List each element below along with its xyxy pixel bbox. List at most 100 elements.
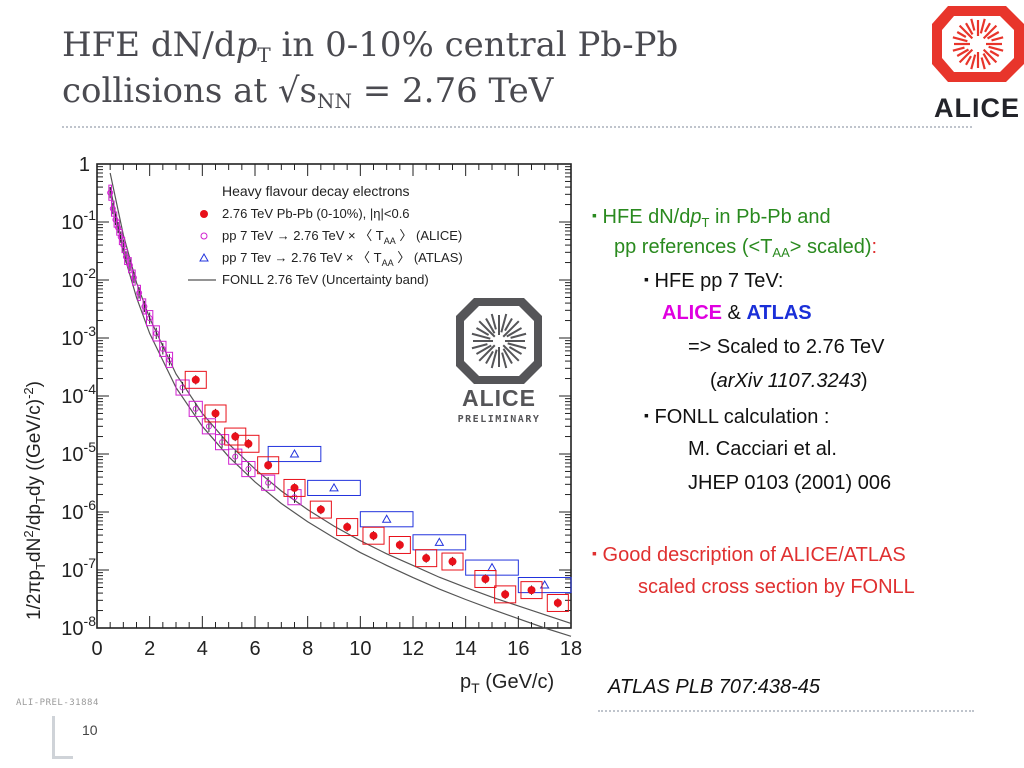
alice-logo: ALICE — [932, 6, 1024, 122]
y-axis-label: 1/2πpTdN2/dpTdy ((GeV/c)-2) — [21, 381, 48, 620]
atlas-series — [267, 445, 572, 594]
alice-pp-syst-box — [228, 448, 243, 465]
legend-entry-atlas: pp 7 Tev → 2.76 TeV × 〈 TAA 〉 (ATLAS) — [222, 250, 463, 268]
fonll-lower-curve — [109, 186, 572, 637]
x-axis-label: pT (GeV/c) — [460, 671, 554, 696]
pbpb-point — [422, 554, 431, 563]
preliminary-label: PRELIMINARY — [458, 414, 541, 425]
pbpb-syst-box — [184, 370, 207, 389]
alice-logo-icon — [932, 6, 1024, 82]
bullet-3-ref-authors: M. Cacciari et al. — [688, 438, 837, 460]
alice-pp-point — [291, 494, 298, 501]
bullet-4-line-1: ▪ Good description of ALICE/ATLAS — [592, 544, 906, 566]
preliminary-logo-text: ALICE — [462, 385, 536, 411]
y-tick-label: 1 — [79, 154, 90, 176]
legend-marker-alice — [200, 232, 208, 240]
pbpb-syst-box — [415, 549, 438, 568]
x-tick-label: 14 — [455, 638, 477, 660]
pbpb-point — [316, 505, 325, 514]
axis-ticks — [96, 163, 572, 629]
atlas-point — [434, 537, 445, 546]
atlas-reference: ATLAS PLB 707:438-45 — [608, 676, 820, 698]
alice-pp-point — [141, 303, 148, 310]
alice-pp-point — [192, 405, 199, 412]
alice-pp-point — [146, 315, 153, 322]
pbpb-syst-box — [224, 427, 247, 446]
title-line-2: collisions at √sNN = 2.76 TeV — [62, 71, 554, 113]
pbpb-point — [290, 483, 299, 492]
bullet-4-line-2: scaled cross section by FONLL — [638, 576, 915, 598]
y-tick-label: 10-6 — [61, 497, 96, 524]
alice-pp-syst-box — [215, 434, 230, 451]
alice-pp-point — [126, 262, 133, 269]
pbpb-syst-box — [257, 456, 280, 475]
alice-pp-point — [130, 274, 137, 281]
bullet-2-scaled: => Scaled to 2.76 TeV — [688, 336, 885, 358]
chart-legend: Heavy flavour decay electrons 2.76 TeV P… — [188, 183, 463, 287]
atlas-syst-box — [412, 534, 467, 551]
x-tick-label: 4 — [197, 638, 208, 660]
pbpb-point — [231, 432, 240, 441]
alice-pp-syst-box — [110, 200, 115, 217]
pbpb-syst-box — [474, 570, 497, 588]
x-tick-label: 6 — [249, 638, 260, 660]
legend-marker-atlas — [199, 252, 209, 262]
alice-pp-series — [107, 184, 302, 506]
alice-pp-syst-box — [132, 269, 136, 286]
legend-header: Heavy flavour decay electrons — [222, 183, 410, 199]
x-tick-label: 0 — [91, 638, 102, 660]
title-line-1: HFE dN/dpT in 0-10% central Pb-Pb — [62, 25, 679, 67]
atlas-point — [539, 580, 550, 589]
alice-pp-syst-box — [261, 474, 276, 491]
alice-pp-point — [109, 205, 116, 212]
preliminary-tag: ALI-PREL-31884 — [16, 698, 99, 708]
pbpb-point — [343, 523, 352, 532]
pbpb-point — [395, 540, 404, 549]
alice-pp-syst-box — [159, 340, 167, 357]
alice-pp-syst-box — [241, 460, 256, 478]
pbpb-point — [448, 557, 457, 566]
bullet-2-experiments: ALICE & ATLAS — [662, 302, 812, 324]
alice-pp-syst-box — [152, 325, 160, 342]
atlas-syst-box — [465, 559, 519, 576]
pbpb-point — [553, 598, 562, 607]
atlas-point — [289, 448, 300, 458]
legend-entry-pbpb: 2.76 TeV Pb-Pb (0-10%), |η|<0.6 — [222, 206, 410, 221]
pbpb-series — [184, 370, 569, 612]
alice-pp-point — [232, 453, 239, 460]
pbpb-point — [264, 461, 273, 470]
alice-pp-point — [166, 356, 173, 363]
alice-preliminary-logo: ALICE PRELIMINARY — [456, 298, 542, 425]
atlas-syst-box — [267, 445, 322, 463]
pbpb-point — [481, 574, 490, 583]
alice-pp-point — [122, 253, 129, 260]
bullet-2: ▪ HFE pp 7 TeV: — [644, 270, 784, 292]
atlas-point — [329, 482, 339, 492]
x-tick-label: 12 — [402, 638, 424, 660]
bullet-3-ref-journal: JHEP 0103 (2001) 006 — [688, 472, 892, 494]
pbpb-point — [369, 531, 378, 540]
pbpb-syst-box — [309, 500, 332, 519]
bullet-1-line-2: pp references (<TAA> scaled): — [614, 236, 878, 260]
legend-entry-alice: pp 7 TeV → 2.76 TeV × 〈 TAA 〉 (ALICE) — [222, 228, 462, 246]
x-tick-label: 16 — [507, 638, 529, 660]
atlas-syst-box — [307, 479, 361, 496]
slide-title: HFE dN/dpT in 0-10% central Pb-Pb collis… — [62, 22, 922, 114]
y-tick-label: 10-4 — [61, 381, 96, 408]
pbpb-syst-box — [336, 518, 359, 537]
legend-entry-fonll: FONLL 2.76 TeV (Uncertainty band) — [222, 272, 429, 287]
pbpb-syst-box — [237, 434, 260, 453]
x-tick-label: 2 — [144, 638, 155, 660]
plot-frame — [96, 163, 572, 629]
atlas-point — [381, 514, 392, 523]
alice-pp-syst-box — [108, 184, 112, 201]
alice-pp-syst-box — [165, 351, 174, 368]
alice-pp-point — [153, 330, 160, 337]
pbpb-point — [244, 439, 253, 448]
pbpb-syst-box — [494, 585, 517, 604]
alice-logo-text: ALICE — [934, 93, 1020, 122]
alice-pp-syst-box — [137, 284, 141, 301]
alice-pp-syst-box — [124, 248, 128, 265]
alice-pp-syst-box — [121, 237, 126, 254]
pbpb-syst-box — [362, 526, 385, 545]
